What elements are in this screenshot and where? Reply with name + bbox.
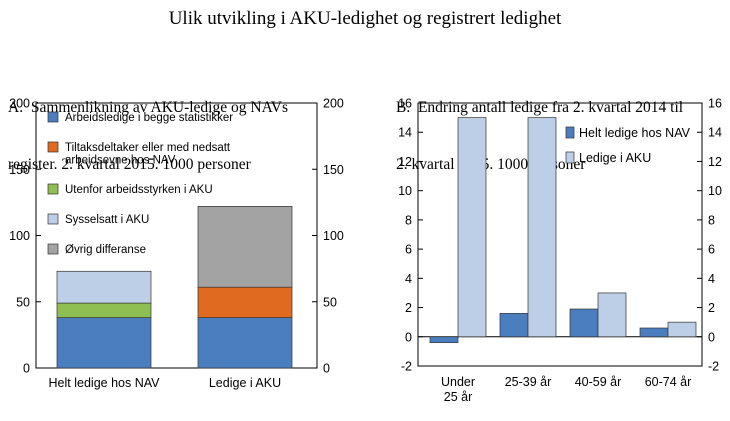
chart-b-right-tick-label: 8 xyxy=(708,213,715,227)
chart-b-left-tick-label: -2 xyxy=(401,360,412,374)
chart-a-legend-label: arbeidsevne hos NAV xyxy=(65,155,176,167)
chart-a-bar-segment xyxy=(197,206,293,288)
chart-a-right-tick-label: 0 xyxy=(323,362,330,376)
chart-b-right-tick-label: 10 xyxy=(708,184,722,198)
chart-b-bar xyxy=(597,292,627,338)
chart-a-left-tick-label: 0 xyxy=(23,362,30,376)
chart-b-left-tick-label: 16 xyxy=(398,97,412,111)
chart-a-right-tick-label: 150 xyxy=(323,163,344,177)
chart-a-left-tick-label: 50 xyxy=(16,295,30,309)
chart-a-legend-swatch xyxy=(47,183,59,195)
chart-b-left-tick-label: 6 xyxy=(405,243,412,257)
chart-a-legend-swatch xyxy=(47,111,59,123)
chart-a-right-tick-label: 200 xyxy=(323,97,344,111)
chart-b-plot-frame xyxy=(417,102,703,367)
chart-b-bar xyxy=(667,321,697,338)
chart-b-right-tick-label: 0 xyxy=(708,330,715,344)
chart-a-right-tick-label: 50 xyxy=(323,295,337,309)
chart-b-bar xyxy=(457,117,487,338)
chart-a-legend-swatch xyxy=(47,141,59,153)
chart-a-legend-label: Øvrig differanse xyxy=(65,244,146,256)
chart-b-legend-swatch xyxy=(565,151,575,164)
chart-a-legend-swatch xyxy=(47,213,59,225)
chart-a-category-label: Ledige i AKU xyxy=(209,376,281,390)
chart-b-left-tick-label: 10 xyxy=(398,184,412,198)
chart-b-category-label: 25 år xyxy=(444,390,473,404)
chart-b-category-label: Under xyxy=(441,375,475,389)
chart-a-legend-swatch xyxy=(47,243,59,255)
chart-b-left-tick-label: 12 xyxy=(398,155,412,169)
chart-b-category-label: 40-59 år xyxy=(575,375,622,389)
chart-a-left-tick-label: 100 xyxy=(9,229,30,243)
chart-b-left-tick-label: 0 xyxy=(405,330,412,344)
chart-b-left-tick-label: 2 xyxy=(405,301,412,315)
chart-a-bar-segment xyxy=(56,270,152,304)
chart-b-legend-label: Ledige i AKU xyxy=(579,151,651,165)
chart-a-title-line-2: register. 2. kvartal 2015. 1000 personer xyxy=(8,156,251,173)
chart-b-category-label: 60-74 år xyxy=(645,375,692,389)
chart-a-left-tick-label: 200 xyxy=(9,97,30,111)
chart-a-legend-label: Utenfor arbeidsstyrken i AKU xyxy=(65,184,213,196)
chart-b-right-tick-label: 6 xyxy=(708,243,715,257)
chart-b-left-tick-label: 14 xyxy=(398,126,412,140)
chart-b-right-tick-label: 16 xyxy=(708,97,722,111)
chart-b-right-tick-label: 14 xyxy=(708,126,722,140)
chart-b-bar xyxy=(527,117,557,338)
chart-a-legend-label: Arbeidsledige i begge statistikker xyxy=(65,112,233,124)
chart-b-bar xyxy=(429,336,459,343)
chart-b-bar xyxy=(569,308,599,338)
chart-b-bar xyxy=(499,313,529,338)
chart-b-legend-swatch xyxy=(565,126,575,139)
chart-a-legend-label: Sysselsatt i AKU xyxy=(65,214,149,226)
chart-a-left-tick-label: 150 xyxy=(9,163,30,177)
chart-b-right-tick-label: 12 xyxy=(708,155,722,169)
chart-a-bar-segment xyxy=(197,286,293,318)
chart-b-right-tick-label: 4 xyxy=(708,272,715,286)
chart-b-category-label: 25-39 år xyxy=(505,375,552,389)
chart-a-right-tick-label: 100 xyxy=(323,229,344,243)
chart-b-left-tick-label: 8 xyxy=(405,213,412,227)
chart-b-left-tick-label: 4 xyxy=(405,272,412,286)
chart-b-right-tick-label: 2 xyxy=(708,301,715,315)
figure-title: Ulik utvikling i AKU-ledighet og registr… xyxy=(168,8,562,29)
chart-a-category-label: Helt ledige hos NAV xyxy=(49,376,161,390)
chart-b-legend-label: Helt ledige hos NAV xyxy=(579,126,691,140)
chart-b-right-tick-label: -2 xyxy=(708,360,719,374)
chart-b-bar xyxy=(639,327,669,338)
chart-a-legend-label: Tiltaksdeltaker eller med nedsatt xyxy=(65,142,231,154)
